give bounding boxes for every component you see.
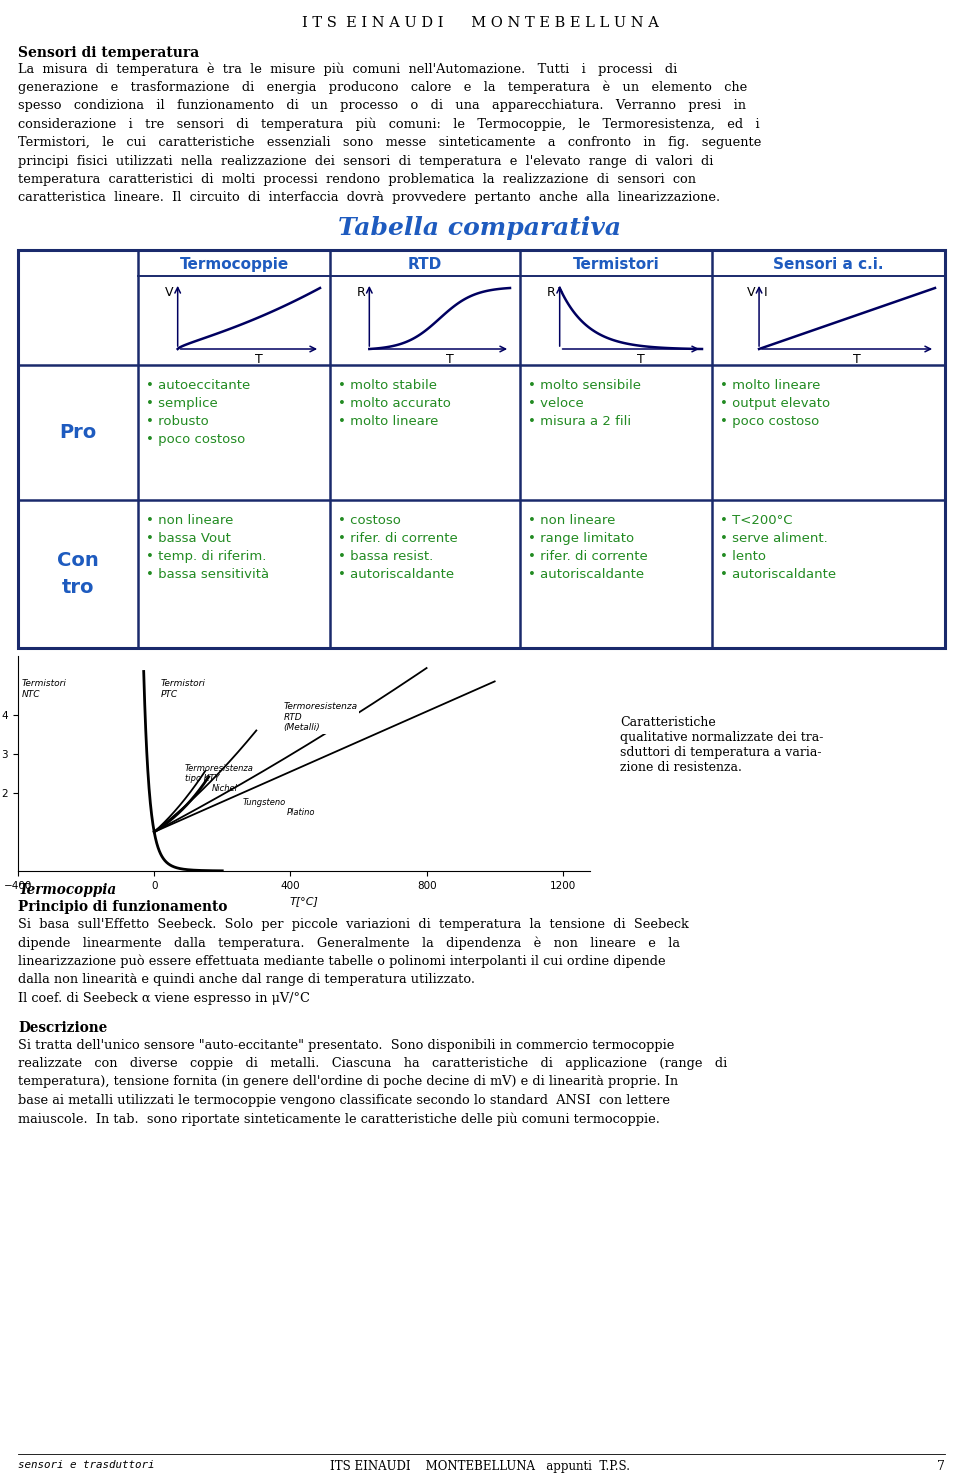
Text: Nichel: Nichel bbox=[212, 783, 238, 794]
Text: • non lineare: • non lineare bbox=[528, 513, 615, 527]
Text: • non lineare: • non lineare bbox=[146, 513, 233, 527]
Text: Si  basa  sull'Effetto  Seebeck.  Solo  per  piccole  variazioni  di  temperatur: Si basa sull'Effetto Seebeck. Solo per p… bbox=[18, 917, 688, 931]
Text: realizzate   con   diverse   coppie   di   metalli.   Ciascuna   ha   caratteris: realizzate con diverse coppie di metalli… bbox=[18, 1058, 728, 1069]
Text: dalla non linearità e quindi anche dal range di temperatura utilizzato.: dalla non linearità e quindi anche dal r… bbox=[18, 974, 475, 987]
Text: I: I bbox=[764, 286, 768, 299]
Text: Sensori a c.i.: Sensori a c.i. bbox=[773, 257, 884, 271]
Text: linearizzazione può essere effettuata mediante tabelle o polinomi interpolanti i: linearizzazione può essere effettuata me… bbox=[18, 954, 665, 969]
Text: • output elevato: • output elevato bbox=[720, 397, 830, 410]
Text: • autoriscaldante: • autoriscaldante bbox=[720, 568, 836, 581]
Text: sensori e trasduttori: sensori e trasduttori bbox=[18, 1460, 155, 1471]
Text: R: R bbox=[356, 286, 366, 299]
Text: • serve aliment.: • serve aliment. bbox=[720, 532, 828, 544]
Text: Sensori di temperatura: Sensori di temperatura bbox=[18, 46, 200, 60]
Text: • molto lineare: • molto lineare bbox=[720, 379, 821, 392]
Text: • bassa sensitività: • bassa sensitività bbox=[146, 568, 269, 581]
Text: • temp. di riferim.: • temp. di riferim. bbox=[146, 550, 266, 563]
Text: La  misura  di  temperatura  è  tra  le  misure  più  comuni  nell'Automazione. : La misura di temperatura è tra le misure… bbox=[18, 62, 677, 75]
Text: Con
tro: Con tro bbox=[58, 552, 99, 597]
Text: principi  fisici  utilizzati  nella  realizzazione  dei  sensori  di  temperatur: principi fisici utilizzati nella realizz… bbox=[18, 155, 713, 168]
Text: • rifer. di corrente: • rifer. di corrente bbox=[338, 532, 458, 544]
Text: I T S  E I N A U D I      M O N T E B E L L U N A: I T S E I N A U D I M O N T E B E L L U … bbox=[301, 16, 659, 30]
Text: Tungsteno: Tungsteno bbox=[243, 798, 286, 807]
Text: • misura a 2 fili: • misura a 2 fili bbox=[528, 414, 631, 428]
Text: Pro: Pro bbox=[60, 423, 97, 442]
Text: considerazione   i   tre   sensori   di   temperatura   più   comuni:   le   Ter: considerazione i tre sensori di temperat… bbox=[18, 118, 759, 131]
Text: Si tratta dell'unico sensore "auto-eccitante" presentato.  Sono disponibili in c: Si tratta dell'unico sensore "auto-eccit… bbox=[18, 1038, 674, 1052]
Text: Termocoppie: Termocoppie bbox=[180, 257, 289, 271]
Text: V: V bbox=[165, 286, 174, 299]
Text: • autoeccitante: • autoeccitante bbox=[146, 379, 251, 392]
Text: base ai metalli utilizzati le termocoppie vengono classificate secondo lo standa: base ai metalli utilizzati le termocoppi… bbox=[18, 1094, 670, 1108]
Text: dipende   linearmente   dalla   temperatura.   Generalmente   la   dipendenza   : dipende linearmente dalla temperatura. G… bbox=[18, 937, 680, 950]
Text: caratteristica  lineare.  Il  circuito  di  interfaccia  dovrà  provvedere  pert: caratteristica lineare. Il circuito di i… bbox=[18, 192, 720, 205]
Text: Caratteristiche
qualitative normalizzate dei tra-
sduttori di temperatura a vari: Caratteristiche qualitative normalizzate… bbox=[620, 715, 824, 774]
Text: • molto stabile: • molto stabile bbox=[338, 379, 437, 392]
Text: T: T bbox=[853, 353, 861, 366]
Text: • bassa resist.: • bassa resist. bbox=[338, 550, 433, 563]
Text: • veloce: • veloce bbox=[528, 397, 584, 410]
Text: ITS EINAUDI    MONTEBELLUNA   appunti  T.P.S.: ITS EINAUDI MONTEBELLUNA appunti T.P.S. bbox=[330, 1460, 630, 1474]
Text: Termoresistenza
tipo KTY: Termoresistenza tipo KTY bbox=[185, 764, 253, 783]
Text: 7: 7 bbox=[937, 1460, 945, 1474]
Text: • molto accurato: • molto accurato bbox=[338, 397, 451, 410]
Text: • poco costoso: • poco costoso bbox=[720, 414, 819, 428]
Text: • autoriscaldante: • autoriscaldante bbox=[338, 568, 454, 581]
Text: • molto lineare: • molto lineare bbox=[338, 414, 439, 428]
Text: Termistori
NTC: Termistori NTC bbox=[21, 680, 66, 699]
Text: • T<200°C: • T<200°C bbox=[720, 513, 793, 527]
Text: Termistori,   le   cui   caratteristiche   essenziali   sono   messe   sintetica: Termistori, le cui caratteristiche essen… bbox=[18, 136, 761, 149]
Bar bbox=[18, 249, 945, 648]
Text: R: R bbox=[547, 286, 556, 299]
Text: T: T bbox=[637, 353, 645, 366]
X-axis label: T[°C]: T[°C] bbox=[290, 897, 319, 906]
Text: T: T bbox=[255, 353, 263, 366]
Text: • costoso: • costoso bbox=[338, 513, 401, 527]
Text: RTD: RTD bbox=[408, 257, 443, 271]
Text: Principio di funzionamento: Principio di funzionamento bbox=[18, 900, 228, 914]
Text: Tabella comparativa: Tabella comparativa bbox=[339, 215, 621, 240]
Text: T: T bbox=[445, 353, 453, 366]
Text: • robusto: • robusto bbox=[146, 414, 208, 428]
Text: Descrizione: Descrizione bbox=[18, 1021, 108, 1034]
Text: • rifer. di corrente: • rifer. di corrente bbox=[528, 550, 648, 563]
Text: • autoriscaldante: • autoriscaldante bbox=[528, 568, 644, 581]
Text: • semplice: • semplice bbox=[146, 397, 218, 410]
Text: • molto sensibile: • molto sensibile bbox=[528, 379, 641, 392]
Text: • range limitato: • range limitato bbox=[528, 532, 635, 544]
Text: • lento: • lento bbox=[720, 550, 766, 563]
Text: • poco costoso: • poco costoso bbox=[146, 434, 245, 445]
Text: maiuscole.  In tab.  sono riportate sinteticamente le caratteristiche delle più : maiuscole. In tab. sono riportate sintet… bbox=[18, 1112, 660, 1125]
Text: temperatura  caratteristici  di  molti  processi  rendono  problematica  la  rea: temperatura caratteristici di molti proc… bbox=[18, 173, 696, 186]
Text: temperatura), tensione fornita (in genere dell'ordine di poche decine di mV) e d: temperatura), tensione fornita (in gener… bbox=[18, 1075, 678, 1089]
Text: spesso   condiziona   il   funzionamento   di   un   processo   o   di   una   a: spesso condiziona il funzionamento di un… bbox=[18, 99, 746, 112]
Text: Termocoppia: Termocoppia bbox=[18, 884, 116, 897]
Text: • bassa Vout: • bassa Vout bbox=[146, 532, 230, 544]
Text: V: V bbox=[747, 286, 756, 299]
Text: Termistori: Termistori bbox=[572, 257, 660, 271]
Text: Il coef. di Seebeck α viene espresso in μV/°C: Il coef. di Seebeck α viene espresso in … bbox=[18, 993, 310, 1004]
Text: Termistori
PTC: Termistori PTC bbox=[161, 680, 205, 699]
Text: generazione   e   trasformazione   di   energia   producono   calore   e   la   : generazione e trasformazione di energia … bbox=[18, 81, 747, 94]
Text: Termoresistenza
RTD
(Metalli): Termoresistenza RTD (Metalli) bbox=[283, 702, 358, 732]
Text: Platino: Platino bbox=[287, 808, 316, 817]
